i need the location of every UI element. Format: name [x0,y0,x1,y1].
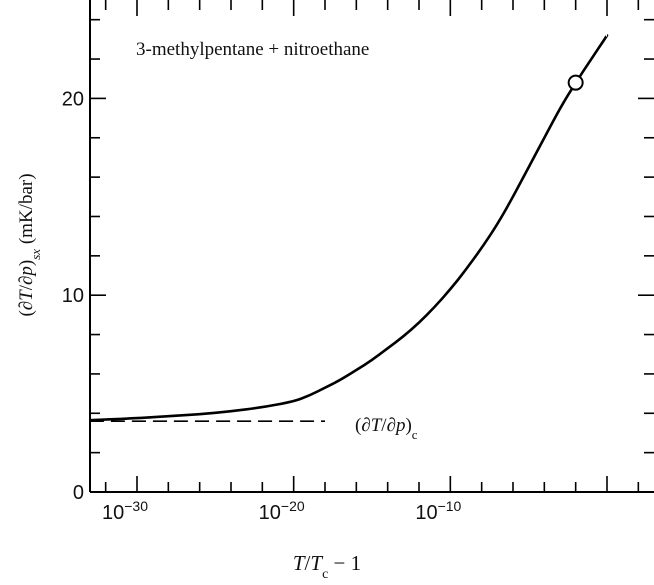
measured-slope-curve [89,34,609,422]
chart-title: 3-methylpentane + nitroethane [136,39,369,60]
dashed-line-annotation: (∂T/∂p)c [355,415,418,442]
x-axis-label: T/Tc − 1 [293,551,361,582]
open-circle-marker [567,74,584,91]
x-tick-label: 10−20 [259,498,305,524]
x-tick-label: 10−10 [415,498,461,524]
y-tick-label: 0 [73,482,84,504]
y-axis-label: (∂T/∂p)sx (mK/bar) [16,173,43,316]
y-tick-label: 10 [62,285,84,307]
x-tick-label: 10−30 [102,498,148,524]
y-tick-label: 20 [62,88,84,110]
